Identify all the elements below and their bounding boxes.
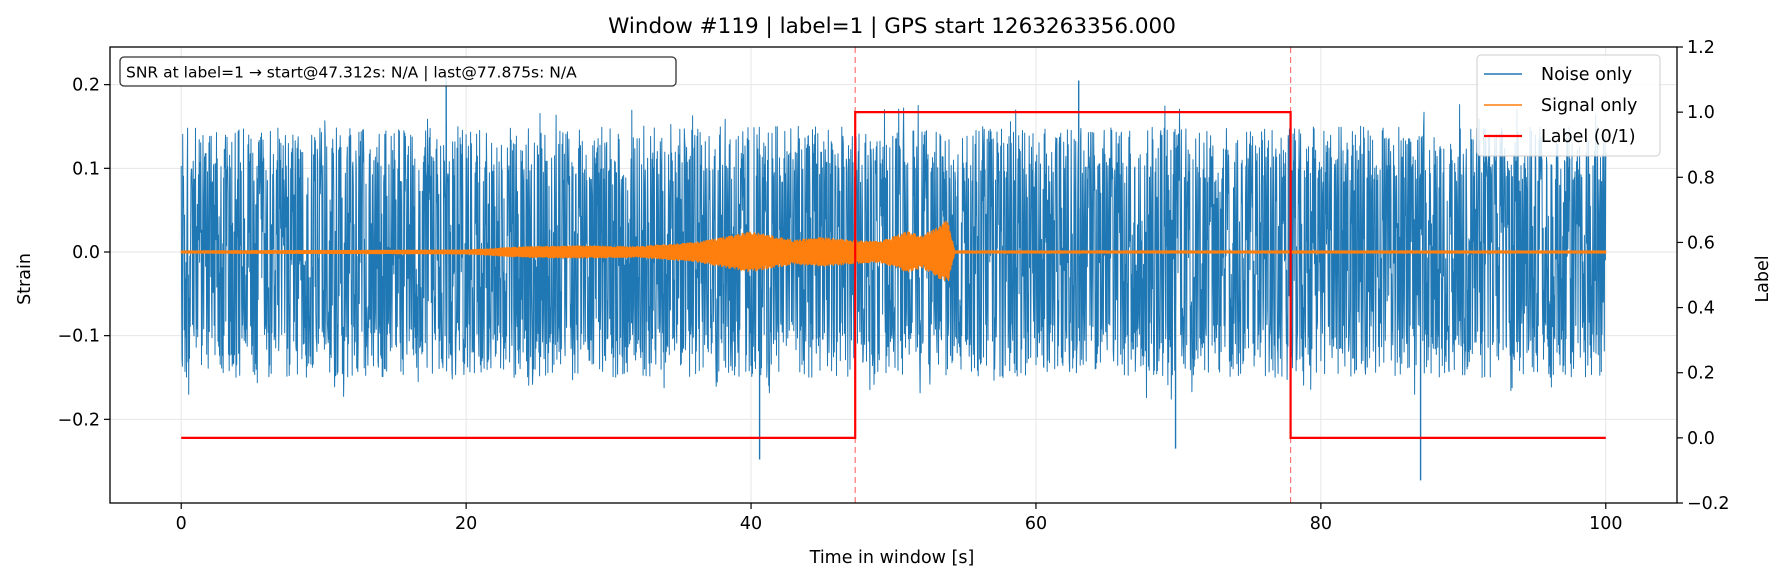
- tick-layer: 0 20 40 60 80 100 −0.2 −0.1 0.0 0.1 0.2 −0.2 0.0 0.2 0…: [58, 38, 1730, 534]
- y-right-tick-label: −0.2: [1687, 494, 1730, 514]
- x-tick-label: 40: [740, 514, 762, 534]
- plot-frame-rect: [109, 46, 1678, 504]
- legend-item-signal: Signal only: [1484, 96, 1637, 116]
- legend-item-noise: Noise only: [1484, 65, 1632, 85]
- y-tick-label: 0.2: [72, 76, 100, 96]
- legend-label-noise: Noise only: [1541, 65, 1632, 85]
- chart-title: Window #119 | label=1 | GPS start 126326…: [608, 14, 1176, 39]
- snr-annotation-text: SNR at label=1 → start@47.312s: N/A | la…: [126, 64, 577, 82]
- legend: Noise only Signal only Label (0/1): [1476, 54, 1661, 157]
- y-tick-label: 0.0: [72, 243, 100, 263]
- label-step-line: [181, 111, 1606, 439]
- y-right-tick-label: 1.2: [1687, 38, 1715, 58]
- noise-series-line: [180, 104, 1607, 400]
- legend-label-signal: Signal only: [1541, 96, 1637, 116]
- legend-item-label: Label (0/1): [1484, 127, 1636, 147]
- y-tick-label: −0.2: [58, 410, 101, 430]
- y-tick-label: 0.1: [72, 159, 100, 179]
- x-tick-label: 100: [1589, 514, 1622, 534]
- y-axis-label: Strain: [15, 253, 35, 305]
- y-tick-label: −0.1: [58, 327, 101, 347]
- plot-frame: [109, 46, 1678, 504]
- y-right-tick-label: 0.8: [1687, 168, 1715, 188]
- y-right-tick-label: 0.0: [1687, 429, 1715, 449]
- y-right-tick-label: 0.2: [1687, 364, 1715, 384]
- y-right-tick-label: 0.4: [1687, 299, 1715, 319]
- x-tick-label: 0: [176, 514, 187, 534]
- y-right-tick-label: 1.0: [1687, 103, 1715, 123]
- series-layer: [180, 47, 1607, 503]
- signal-series-line: [180, 220, 1607, 282]
- x-tick-label: 60: [1025, 514, 1047, 534]
- legend-label-label: Label (0/1): [1541, 127, 1636, 147]
- x-tick-label: 20: [455, 514, 477, 534]
- x-axis-label: Time in window [s]: [809, 548, 975, 568]
- y-axis-label-right: Label: [1753, 255, 1773, 302]
- x-tick-label: 80: [1310, 514, 1332, 534]
- snr-annotation: SNR at label=1 → start@47.312s: N/A | la…: [119, 56, 677, 87]
- y-right-tick-label: 0.6: [1687, 233, 1715, 253]
